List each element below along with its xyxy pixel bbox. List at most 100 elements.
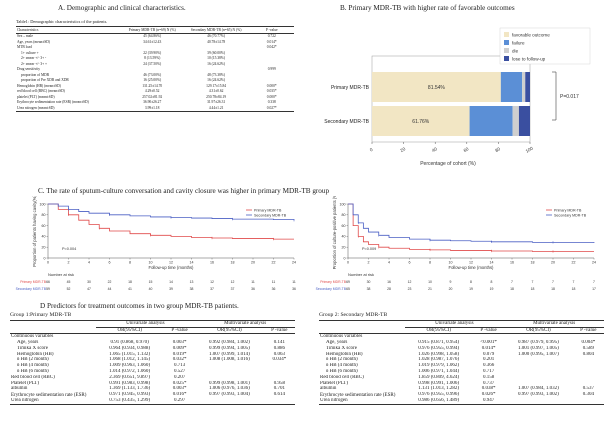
risk-value: 19 — [490, 287, 494, 291]
primary-value: 131.25±14.70 — [142, 83, 163, 88]
km-curve-secondary — [348, 203, 595, 243]
y-axis-label: Proportion of patients having cavity(%) — [32, 196, 37, 267]
bar-segment-lose-to-follow-up — [518, 106, 530, 136]
km-curve-primary — [348, 203, 594, 252]
x-tick-label: 16 — [210, 261, 214, 265]
km-curve-primary — [48, 203, 294, 240]
row-label: proportion of Pre XDR and XDR — [21, 78, 69, 83]
risk-value: 36 — [251, 287, 255, 291]
table-row: 1+ culture + 22 (39.90%) 39 (60.00%) — [16, 51, 294, 57]
risk-value: 14 — [169, 280, 173, 284]
risk-value: 8 — [491, 280, 493, 284]
legend-box — [499, 27, 591, 65]
risk-value: 44 — [108, 287, 112, 291]
x-axis-label: Follow-up time (months) — [449, 265, 495, 270]
legend-label: Secondary MDR-TB — [554, 213, 587, 217]
table-row: Age, years 0.915 (0.871, 0.954) <0.001* 0.9… — [319, 340, 604, 346]
group1-header-blank2 — [10, 327, 96, 335]
chart-b-pvalue: P=0.017 — [560, 94, 579, 100]
row-label: Hemoglobin (HB) (mean±SD) — [17, 83, 61, 88]
x-tick-label: 2 — [368, 261, 370, 265]
secondary-value: 10 (15.38%) — [207, 56, 226, 61]
category-label: Primary MDR-TB — [331, 85, 370, 91]
risk-value: 38 — [190, 287, 194, 291]
univariate-or: 0.915 (0.871, 0.954) — [418, 339, 460, 345]
univariate-or: 0.964 (0.934, 0.988) — [109, 345, 151, 351]
x-tick-label: 0 — [347, 261, 349, 265]
risk-value: 11 — [292, 280, 296, 284]
row-label: Continuous variables — [320, 334, 363, 340]
row-label: MTB load — [17, 45, 32, 50]
y-tick-label: 60 — [342, 224, 346, 228]
row-label: Drug sensitivity — [17, 67, 41, 72]
x-tick-label: 20 — [399, 146, 406, 153]
table-row: δ HB (6 month) 1.006 (0.971, 1.044) 0.717 — [319, 369, 604, 375]
univariate-or: 1.026 (0.998, 1.058) — [418, 351, 460, 357]
x-tick-label: 4 — [388, 261, 390, 265]
multivariate-or: 1.008 (1.008, 1.016) — [209, 357, 250, 363]
panel-c-title: C. The rate of sputum-culture conversati… — [38, 187, 330, 195]
univariate-p: 0.019* — [172, 351, 187, 357]
univariate-p: 0.947 — [472, 397, 505, 405]
x-tick-label: 14 — [190, 261, 194, 265]
bar-segment-lose-to-follow-up — [525, 72, 530, 102]
table-row: MTB load 0.042* — [16, 45, 294, 51]
row-label: Red blood cell (RBC) — [320, 374, 364, 380]
univariate-or: 0.976 (0.955, 0.994) — [418, 345, 460, 351]
table-row: red blood cell (RBC) (mean±SD) 4.29±0.52 4… — [16, 89, 294, 95]
row-label: Sex – male — [17, 34, 33, 39]
group2-header-p-multi: P -value — [572, 327, 604, 335]
bar-segment-failure — [500, 72, 523, 102]
panel-d-title: D Predictors for treatment outcomes in t… — [40, 302, 239, 310]
x-tick-label: 18 — [531, 261, 535, 265]
p-value: 0.000* — [266, 94, 277, 99]
multivariate-or: 0.987 (0.979, 0.995) — [518, 339, 559, 345]
row-label: Red blood cell (RBC) — [11, 374, 55, 380]
y-tick-label: 80 — [42, 213, 46, 217]
table-row: proportion of MDR 46 (73.00%) 48 (73.38%) — [16, 73, 294, 79]
primary-value: 45 (64.86%) — [143, 34, 162, 39]
univariate-or: 1.369 (1.133, 1.736) — [109, 386, 151, 392]
survival-panel: 0 20 40 60 80 100 0 2 4 6 8 10 12 14 16 18 20 22 24 Follow-… — [14, 196, 604, 302]
row-label: Platelet (PLT) — [11, 380, 40, 386]
multivariate-or: 0.999 (0.994, 1.005) — [209, 345, 250, 351]
multivariate-p: 0.004* — [581, 339, 596, 345]
risk-value: 15 — [149, 280, 153, 284]
risk-value: 45 — [67, 280, 71, 284]
p-value: 0.027* — [249, 105, 294, 113]
group2-header-blank2 — [319, 327, 405, 335]
table-row: Urea nitrogen (mean±SD) 3.99±1.18 4.44±1.2… — [16, 105, 294, 113]
univariate-p: 0.158 — [482, 374, 495, 380]
multivariate-p: 0.537 — [582, 386, 594, 392]
legend-swatch — [504, 40, 509, 45]
row-label: proportion of MDR — [21, 72, 50, 77]
multivariate-p: 0.304 — [582, 392, 594, 398]
univariate-p: 0.003* — [172, 386, 187, 392]
risk-value: 7 — [511, 280, 513, 284]
univariate-or: 1.019 (0.979, 1.062) — [418, 363, 460, 369]
univariate-p: 0.527 — [173, 368, 186, 374]
multivariate-or: 1.006 (0.976, 1.036) — [209, 386, 250, 392]
risk-value: 40 — [149, 287, 153, 291]
x-tick-label: 16 — [510, 261, 514, 265]
table-row: Timika X score 0.964 (0.934, 0.988) 0.009*… — [10, 346, 295, 352]
p-value: 0.014* — [266, 39, 277, 44]
table-header-row: Characteristics Primary MDR-TB (n=69) N … — [16, 25, 294, 35]
x-tick-label: 24 — [292, 261, 296, 265]
risk-value: 30 — [367, 280, 371, 284]
univariate-p: 0.201 — [482, 357, 495, 363]
x-tick-label: 22 — [272, 261, 276, 265]
table-row: 2+ smear +/- 3+ + 24 (37.50%) 16 (24.62%) — [16, 62, 294, 68]
risk-value: 16 — [387, 280, 391, 284]
row-label: Age, years — [326, 339, 348, 345]
bar-segment-die — [512, 106, 519, 136]
header-primary: Primary MDR-TB (n=69) N (%) — [121, 25, 183, 35]
y-tick-label: 0 — [44, 256, 46, 260]
primary-value: 34.61±12.43 — [143, 39, 162, 44]
secondary-value: 40.78±14.78 — [207, 39, 226, 44]
secondary-value: 39 (60.00%) — [207, 50, 226, 55]
risk-value: 36 — [292, 287, 296, 291]
table-row: Age, years (mean±SD) 34.61±12.43 40.78±14.… — [16, 40, 294, 46]
header-secondary: Secondary MDR-TB (n=65) N (%) — [182, 25, 250, 35]
